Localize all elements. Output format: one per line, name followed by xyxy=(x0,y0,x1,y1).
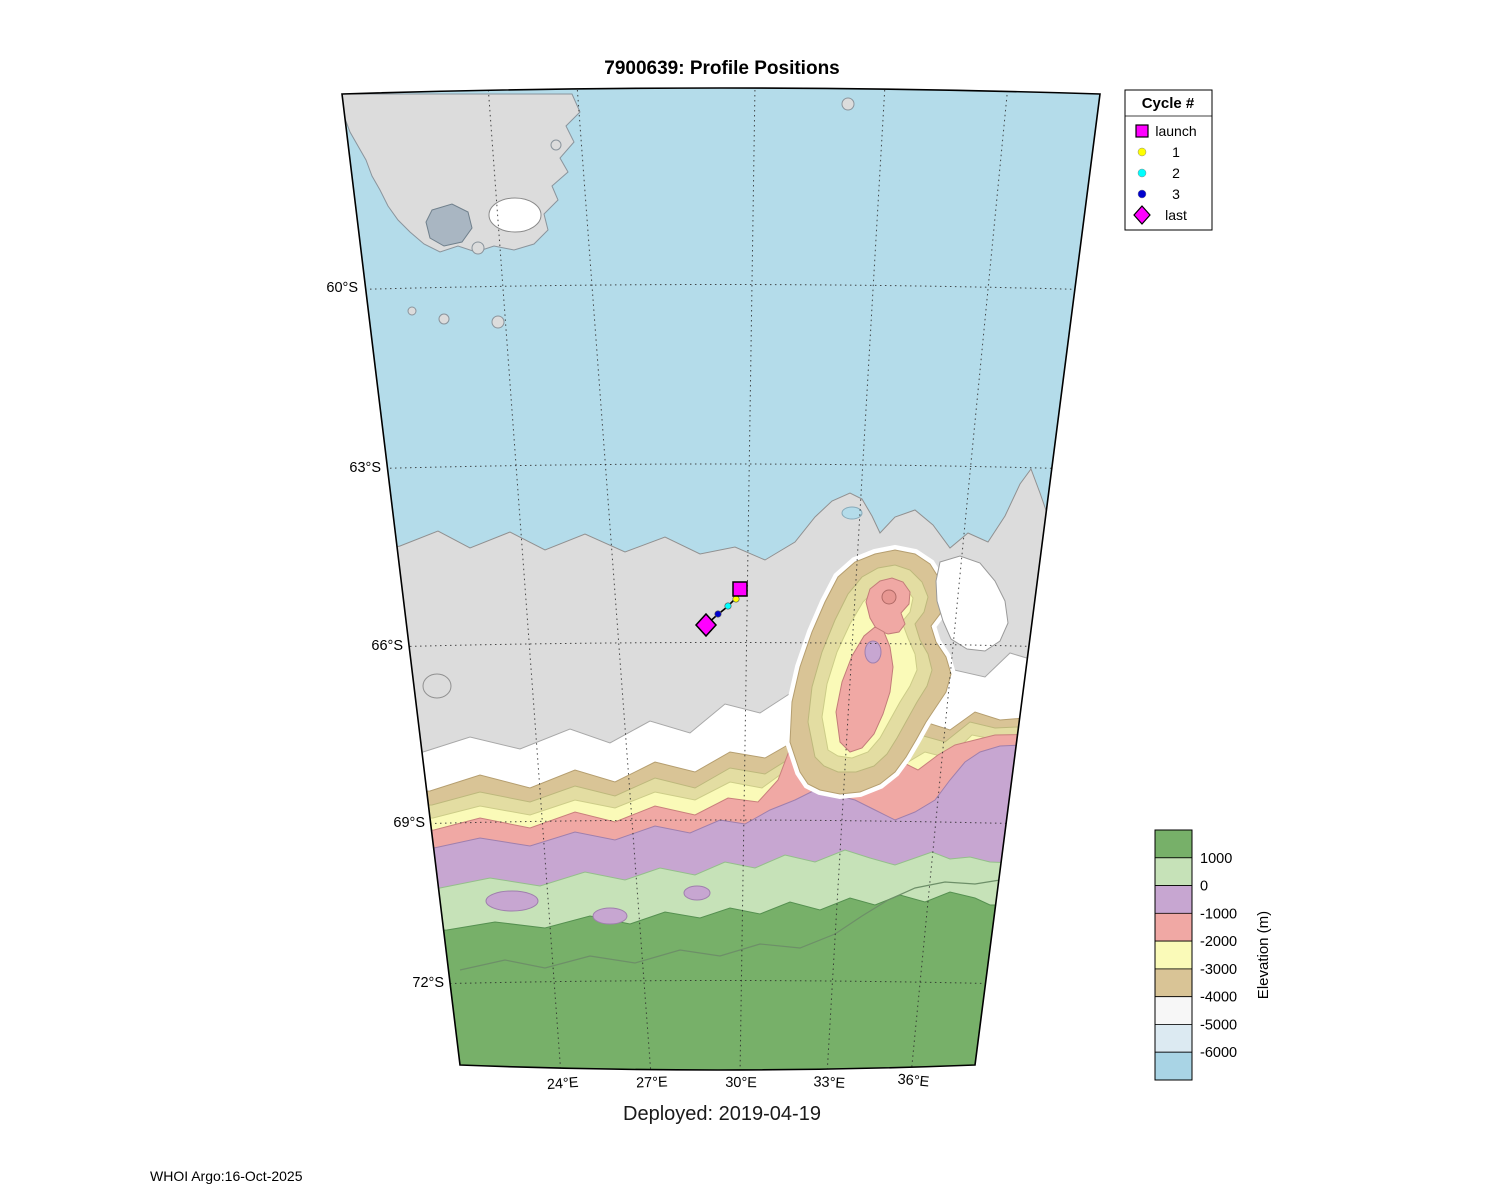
colorbar-tick: -5000 xyxy=(1200,1017,1237,1033)
island-speck xyxy=(407,306,417,316)
white-patch xyxy=(935,555,1009,652)
island-speck xyxy=(550,139,562,151)
colorbar-tick: -1000 xyxy=(1200,906,1237,922)
cycle-1-dot-icon xyxy=(1137,147,1147,157)
island-dark-blob xyxy=(425,203,473,247)
coastal-lake xyxy=(841,506,863,520)
launch-legend-square-icon xyxy=(1135,124,1149,138)
island-speck xyxy=(491,315,505,329)
cycle-3-marker xyxy=(714,610,722,618)
map-interior xyxy=(342,88,1100,1070)
colorbar-tick: 1000 xyxy=(1200,851,1232,867)
lat-label: 66°S xyxy=(371,638,403,654)
lon-label: 33°E xyxy=(813,1074,846,1092)
cycle-1-marker xyxy=(732,595,740,603)
inner-contour-line xyxy=(459,879,1001,971)
lat-label: 69°S xyxy=(393,815,425,831)
graticule xyxy=(342,88,1100,1070)
colorbar-tick: 0 xyxy=(1200,879,1208,895)
credit-text: WHOI Argo:16-Oct-2025 xyxy=(150,1168,303,1184)
launch-marker xyxy=(732,581,748,597)
lon-label: 36°E xyxy=(897,1072,930,1091)
colorbar-segment xyxy=(1154,996,1193,1025)
lon-label: 24°E xyxy=(546,1075,579,1093)
legend-box xyxy=(1124,89,1213,231)
map-outline xyxy=(341,87,1101,1071)
lat-label: 63°S xyxy=(349,460,381,476)
legend-item-label: launch xyxy=(1155,123,1196,139)
deployed-caption: Deployed: 2019-04-19 xyxy=(623,1103,821,1125)
island-speck xyxy=(841,97,855,111)
lat-label: 72°S xyxy=(412,975,444,991)
lon-label: 30°E xyxy=(725,1075,757,1092)
purple-patch xyxy=(485,890,539,912)
elevation-band-green xyxy=(342,891,1100,1070)
float-markers xyxy=(694,581,748,638)
lat-label: 60°S xyxy=(326,280,358,296)
colorbar-axis-label: Elevation (m) xyxy=(1255,911,1272,999)
colorbar-segment xyxy=(1154,968,1193,998)
cycle-2-marker xyxy=(724,602,732,610)
colorbar-segment xyxy=(1154,857,1193,886)
legend-item-label: last xyxy=(1165,207,1187,223)
colorbar-frame xyxy=(1154,829,1193,1081)
colorbar-tick: -3000 xyxy=(1200,962,1237,978)
colorbar-tick: -4000 xyxy=(1200,990,1237,1006)
legend-item-label: 1 xyxy=(1172,144,1180,160)
colorbar-tick: -6000 xyxy=(1200,1045,1237,1061)
cycle-2-dot-icon xyxy=(1137,168,1147,178)
colorbar-segment xyxy=(1154,912,1193,942)
last-marker xyxy=(694,612,718,638)
purple-patch xyxy=(592,907,628,925)
figure-title: 7900639: Profile Positions xyxy=(604,58,840,79)
lon-label: 27°E xyxy=(636,1074,668,1091)
cycle-legend: Cycle # launch 1 2 3 last xyxy=(1124,89,1213,231)
legend-title: Cycle # xyxy=(1142,95,1195,112)
colorbar-segment xyxy=(1154,885,1193,914)
lat-axis: 60°S 63°S 66°S 69°S 72°S xyxy=(326,280,444,991)
ridge-pink-head xyxy=(865,577,911,635)
last-legend-diamond-icon xyxy=(1133,205,1151,225)
island-lake xyxy=(488,197,542,233)
legend-item-label: 2 xyxy=(1172,165,1180,181)
island-speck xyxy=(471,241,485,255)
colorbar-segment xyxy=(1154,1024,1193,1053)
colorbar-segment xyxy=(1154,940,1193,970)
legend-item-label: 3 xyxy=(1172,186,1180,202)
colorbar-segment xyxy=(1154,1051,1193,1081)
lon-axis: 24°E 27°E 30°E 33°E 36°E xyxy=(546,1072,930,1094)
ridge-purple-spot xyxy=(864,640,882,664)
island-speck xyxy=(438,313,450,325)
colorbar-tick: -2000 xyxy=(1200,934,1237,950)
gray-patch xyxy=(422,673,452,699)
ridge-pink-core xyxy=(881,589,897,605)
colorbar-segment xyxy=(1154,829,1193,859)
cycle-3-dot-icon xyxy=(1137,189,1147,199)
purple-patch xyxy=(683,885,711,901)
elevation-colorbar: 1000 0 -1000 -2000 -3000 -4000 -5000 -60… xyxy=(1154,829,1272,1081)
